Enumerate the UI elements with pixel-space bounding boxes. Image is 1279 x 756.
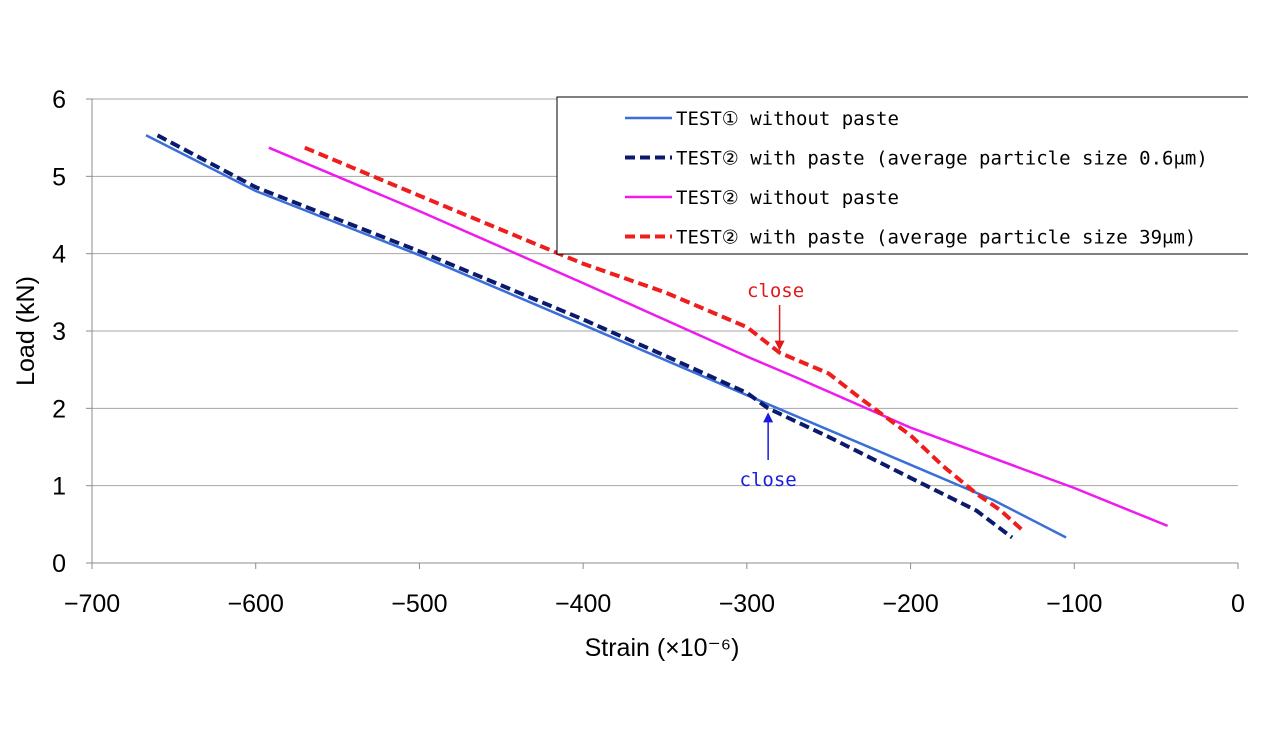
annotation-arrowhead-bottom	[763, 412, 774, 423]
x-tick-label: −500	[391, 590, 447, 618]
x-tick-label: −200	[882, 590, 938, 618]
legend-label-3: TEST② without paste	[676, 187, 899, 209]
series-line-2	[156, 133, 1014, 540]
axes: −700 −600 −500 −400 −300 −200 −100 0 0 1 2 3 4 5 6 Stra…	[12, 86, 1245, 662]
legend-label-2: TEST② with paste (average particle size …	[676, 148, 1208, 170]
series-line-1	[145, 134, 1067, 539]
x-tick-label: −100	[1046, 590, 1102, 618]
y-tick-label: 2	[52, 395, 66, 423]
legend-label-1: TEST① without paste	[676, 108, 899, 130]
series-line-3	[268, 146, 1169, 528]
x-tick-label: −700	[64, 590, 120, 618]
legend-border	[556, 96, 1248, 255]
y-tick-label: 4	[52, 241, 66, 269]
annotations: close close	[740, 280, 805, 491]
y-tick-label: 5	[52, 163, 66, 191]
y-tick-label: 1	[52, 473, 66, 501]
legend-background	[557, 97, 1248, 254]
x-axis-title: Strain (×10⁻⁶)	[585, 634, 740, 662]
x-tick-label: −300	[719, 590, 775, 618]
y-axis-title: Load (kN)	[12, 276, 40, 386]
y-tick-label: 6	[52, 86, 66, 114]
legend-label-4: TEST② with paste (average particle size …	[676, 227, 1196, 249]
x-tick-label: −400	[555, 590, 611, 618]
y-tick-label: 0	[52, 550, 66, 578]
x-tick-label: −600	[228, 590, 284, 618]
series-line-4	[304, 145, 1024, 532]
x-tick-label: 0	[1231, 590, 1245, 618]
annotation-label-top: close	[747, 280, 804, 302]
annotation-arrowhead-top	[774, 340, 785, 351]
series-lines	[145, 133, 1169, 540]
legend: TEST① without paste TEST② with paste (ave…	[556, 96, 1248, 255]
annotation-label-bottom: close	[740, 469, 797, 491]
y-tick-label: 3	[52, 318, 66, 346]
